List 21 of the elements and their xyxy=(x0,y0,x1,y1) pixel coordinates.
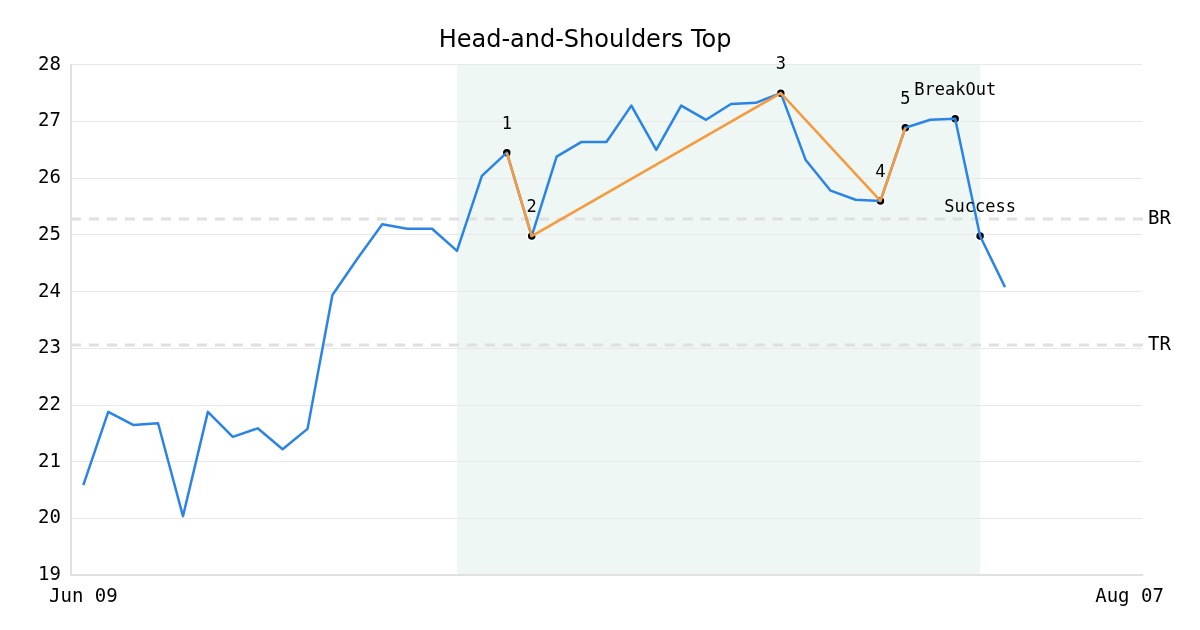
annotation: BreakOut xyxy=(914,78,997,99)
x-tick-label: Aug 07 xyxy=(1095,583,1164,606)
y-tick-label: 27 xyxy=(37,108,61,131)
y-tick-label: 21 xyxy=(37,448,61,471)
y-tick-label: 26 xyxy=(37,165,61,188)
y-tick-label: 22 xyxy=(37,392,61,414)
annotation: 1 xyxy=(501,112,512,133)
annotation: 2 xyxy=(526,195,537,216)
y-tick-label: 25 xyxy=(37,221,61,244)
y-tick-label: 28 xyxy=(37,51,61,74)
y-tick-label: 19 xyxy=(37,562,61,585)
x-tick-label: Jun 09 xyxy=(49,583,118,606)
ref-line-label: TR xyxy=(1148,331,1172,354)
annotation: 5 xyxy=(900,87,911,108)
y-tick-label: 24 xyxy=(37,278,61,301)
annotation: 3 xyxy=(775,53,786,74)
ref-line-label: BR xyxy=(1148,205,1172,228)
chart-title: Head-and-Shoulders Top xyxy=(438,24,732,53)
y-tick-label: 20 xyxy=(37,505,61,528)
annotation: 4 xyxy=(875,160,886,181)
y-tick-label: 23 xyxy=(37,335,61,358)
